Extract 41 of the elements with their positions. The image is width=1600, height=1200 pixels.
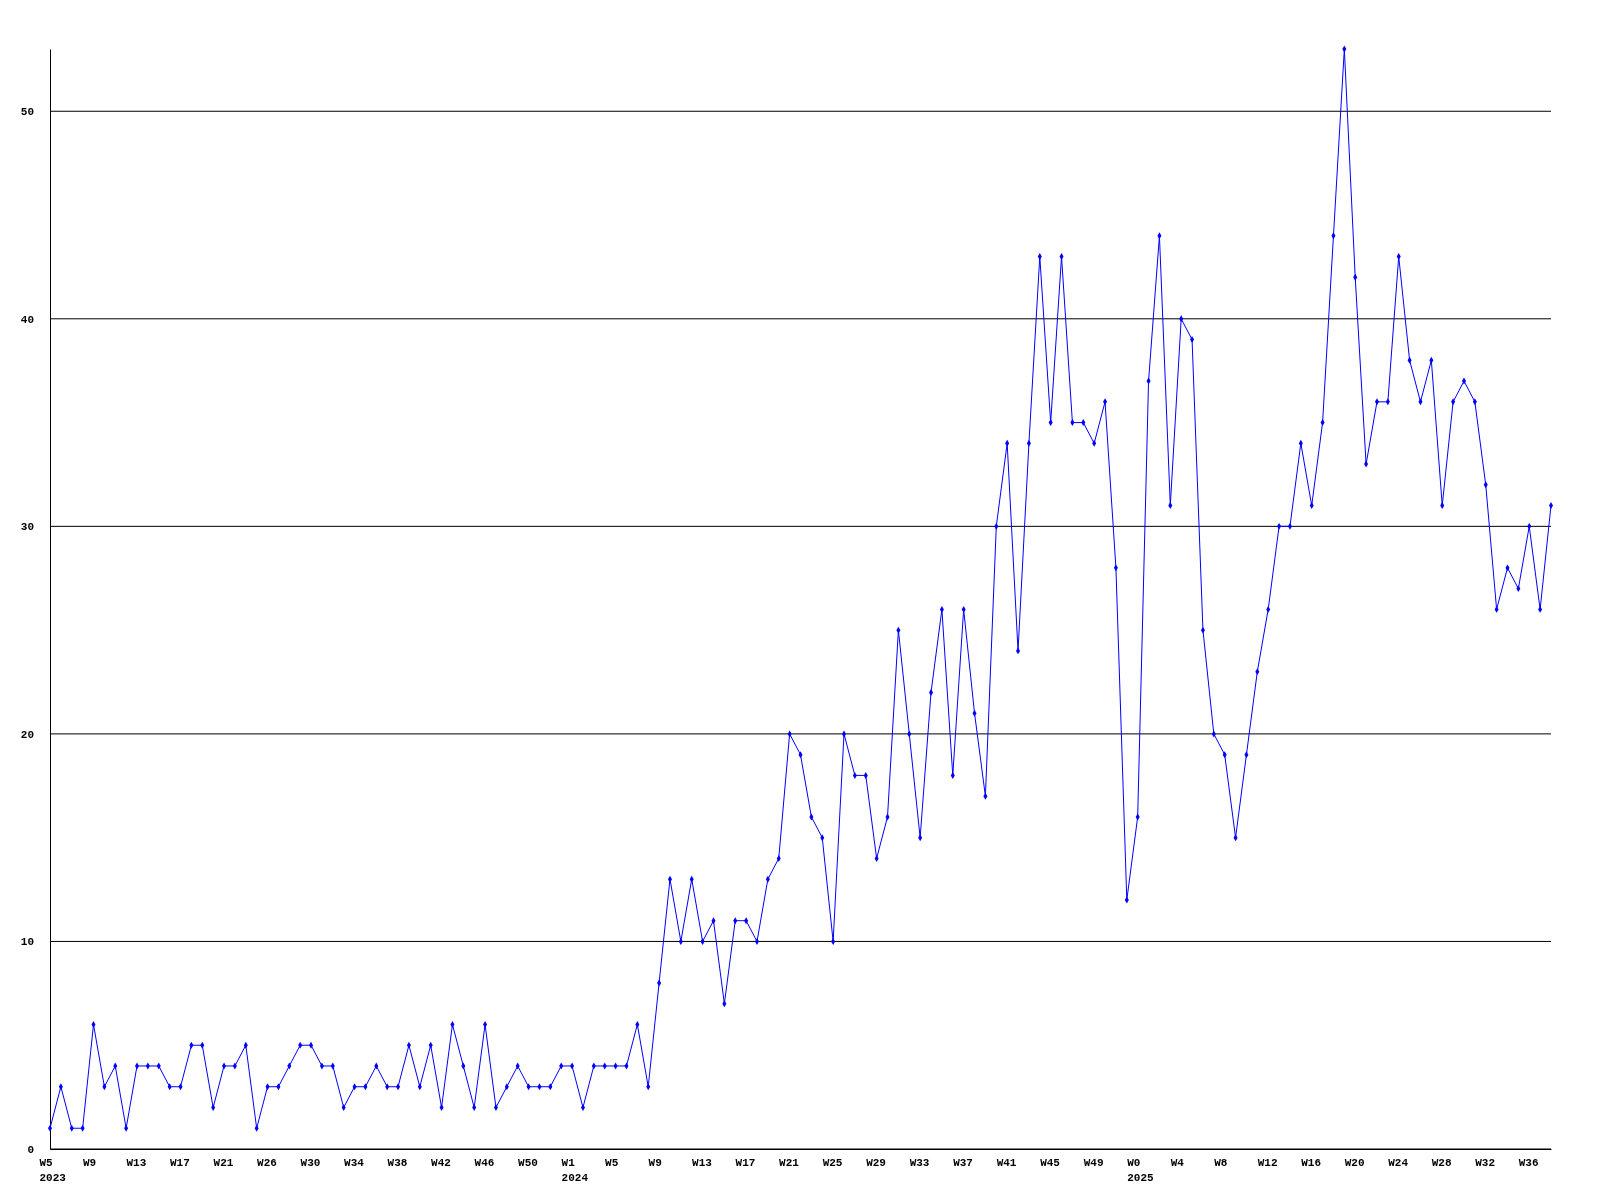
x-tick-label: W21 (213, 1156, 234, 1169)
x-tick-label: W25 (822, 1156, 843, 1169)
x-tick-label: W32 (1475, 1156, 1496, 1169)
y-tick-label: 10 (20, 936, 34, 949)
x-tick-label: W26 (257, 1156, 277, 1169)
x-tick-label: W30 (300, 1156, 321, 1169)
x-tick-label: W33 (909, 1156, 930, 1169)
x-tick-label: W45 (1040, 1156, 1061, 1169)
y-tick-label: 40 (20, 313, 34, 326)
x-tick-label: W49 (1083, 1156, 1104, 1169)
x-tick-label: W5 2023 (39, 1156, 67, 1184)
x-tick-label: W0 2025 (1127, 1156, 1154, 1184)
x-tick-label: W9 (83, 1156, 97, 1169)
x-tick-label: W46 (474, 1156, 495, 1169)
y-tick-label: 20 (20, 728, 34, 741)
x-tick-label: W28 (1431, 1156, 1452, 1169)
x-tick-label: W12 (1257, 1156, 1278, 1169)
x-tick-label: W5 (605, 1156, 619, 1169)
x-tick-label: W9 (648, 1156, 662, 1169)
x-tick-label: W37 (953, 1156, 973, 1169)
y-tick-label: 0 (27, 1144, 34, 1157)
x-tick-label: W13 (692, 1156, 713, 1169)
x-tick-label: W13 (126, 1156, 147, 1169)
x-tick-label: W16 (1301, 1156, 1322, 1169)
x-tick-label: W29 (866, 1156, 886, 1169)
x-tick-label: W20 (1344, 1156, 1365, 1169)
x-tick-label: W4 (1170, 1156, 1185, 1169)
x-tick-label: W34 (344, 1156, 365, 1169)
x-tick-label: W17 (735, 1156, 756, 1169)
x-tick-label: W8 (1214, 1156, 1228, 1169)
x-tick-label: W1 2024 (561, 1156, 589, 1184)
x-tick-label: W38 (387, 1156, 408, 1169)
x-tick-label: W17 (170, 1156, 190, 1169)
x-tick-label: W21 (779, 1156, 800, 1169)
x-tick-label: W24 (1388, 1156, 1409, 1169)
x-tick-label: W36 (1518, 1156, 1539, 1169)
y-tick-label: 50 (20, 106, 34, 119)
x-tick-label: W41 (996, 1156, 1017, 1169)
x-tick-label: W50 (518, 1156, 538, 1169)
x-tick-label: W42 (431, 1156, 451, 1169)
y-tick-label: 30 (20, 521, 34, 534)
